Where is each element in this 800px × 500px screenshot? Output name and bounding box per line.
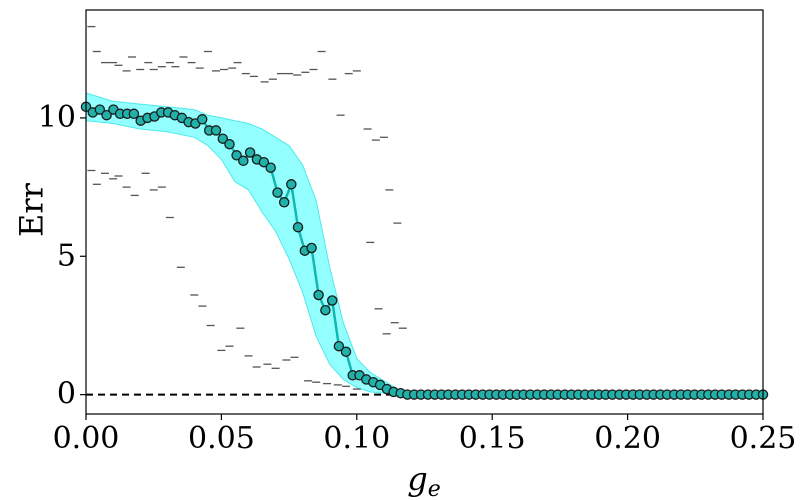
- data-point: [313, 289, 324, 301]
- x-tick-label: 0.25: [730, 421, 797, 456]
- x-tick-label: 0.00: [53, 421, 120, 456]
- axes: [85, 9, 764, 415]
- x-tick-label: 0.05: [188, 421, 255, 456]
- data-point: [94, 104, 106, 115]
- y-tick-label: 10: [38, 100, 76, 135]
- tick-marks: [80, 117, 764, 420]
- mean-markers-layer: [80, 101, 769, 400]
- x-tick-label: 0.20: [594, 421, 661, 456]
- x-tick-label: 0.10: [323, 421, 390, 456]
- x-axis-label-sub: e: [428, 477, 441, 500]
- data-point: [217, 133, 229, 144]
- data-point: [306, 242, 317, 254]
- data-point: [101, 109, 112, 121]
- data-point: [238, 155, 249, 167]
- x-tick-label: 0.15: [459, 421, 526, 456]
- mean-line: [85, 105, 763, 396]
- data-point: [278, 197, 290, 208]
- data-point: [244, 147, 256, 158]
- mean-line-layer: [85, 105, 763, 396]
- data-point: [326, 295, 338, 306]
- data-point: [333, 340, 345, 352]
- y-tick-label: 0: [57, 377, 76, 412]
- data-point: [320, 304, 331, 316]
- data-point: [286, 179, 297, 190]
- data-point: [224, 138, 235, 150]
- data-point: [196, 114, 208, 125]
- data-point: [292, 221, 304, 233]
- tick-labels: 0.00 0.05 0.10 0.15 0.20 0.25 0 5 10: [38, 100, 797, 456]
- sample-points-layer: [87, 25, 407, 390]
- plot-frame: [85, 9, 764, 415]
- data-point: [128, 108, 140, 120]
- x-axis-label: ge: [407, 460, 441, 500]
- error-band-layer: [85, 92, 763, 396]
- y-tick-label: 5: [57, 238, 76, 273]
- data-point: [272, 187, 283, 198]
- data-point: [265, 162, 276, 173]
- x-axis-label-main: g: [407, 460, 427, 498]
- data-point: [340, 346, 352, 357]
- y-axis-label: Err: [13, 182, 51, 237]
- data-point: [210, 125, 222, 136]
- data-point: [258, 156, 270, 168]
- data-point: [231, 150, 242, 161]
- error-band: [85, 92, 763, 396]
